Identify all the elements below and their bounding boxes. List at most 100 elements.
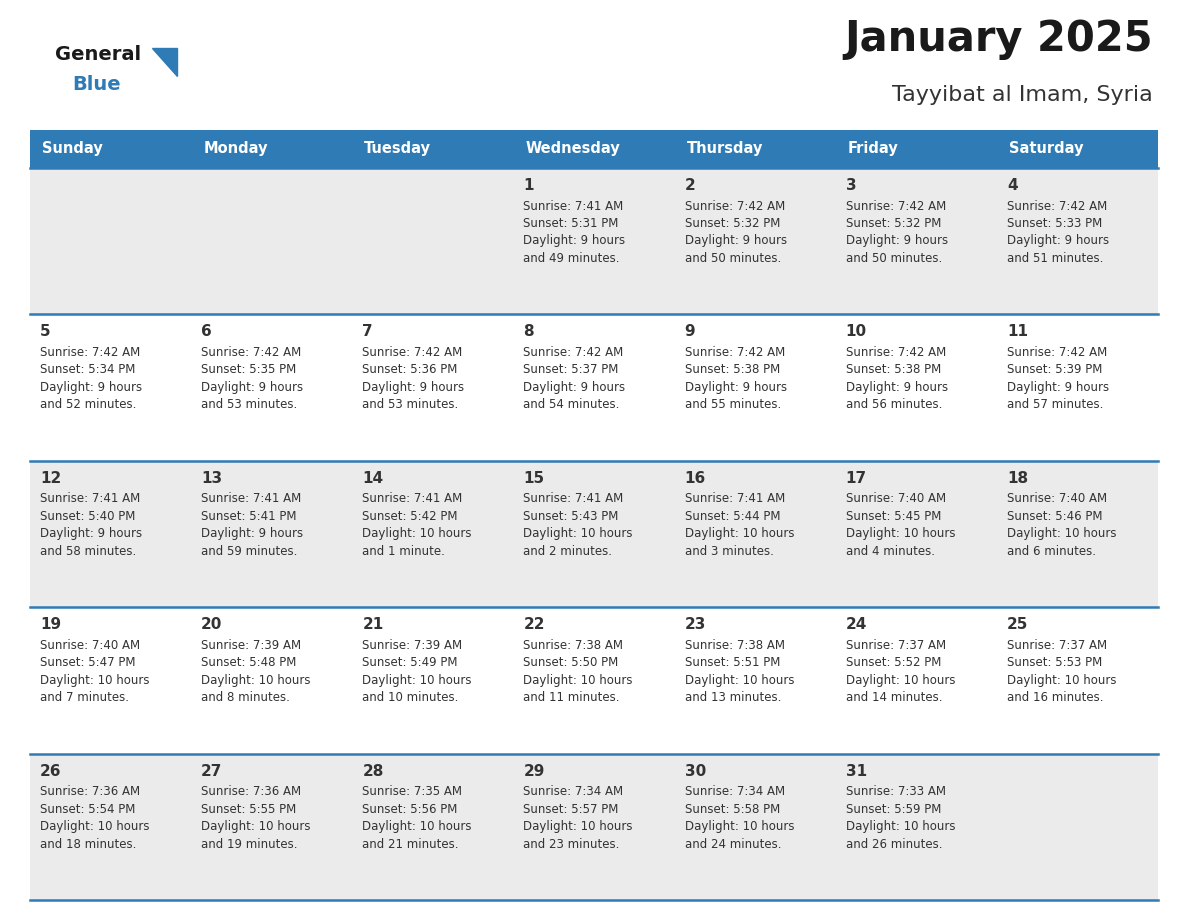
Text: and 8 minutes.: and 8 minutes.: [201, 691, 290, 704]
Text: Sunset: 5:59 PM: Sunset: 5:59 PM: [846, 802, 941, 815]
Text: Sunset: 5:38 PM: Sunset: 5:38 PM: [846, 364, 941, 376]
Text: Daylight: 10 hours: Daylight: 10 hours: [684, 674, 794, 687]
Text: and 51 minutes.: and 51 minutes.: [1007, 252, 1104, 265]
Text: Sunrise: 7:42 AM: Sunrise: 7:42 AM: [362, 346, 462, 359]
Text: Sunset: 5:45 PM: Sunset: 5:45 PM: [846, 509, 941, 522]
Text: and 50 minutes.: and 50 minutes.: [684, 252, 781, 265]
Text: Daylight: 9 hours: Daylight: 9 hours: [40, 527, 143, 541]
Text: Daylight: 9 hours: Daylight: 9 hours: [846, 381, 948, 394]
Bar: [675, 130, 835, 168]
Bar: [30, 461, 1158, 607]
Text: Sunset: 5:55 PM: Sunset: 5:55 PM: [201, 802, 296, 815]
Text: Sunrise: 7:42 AM: Sunrise: 7:42 AM: [684, 199, 785, 212]
Text: 28: 28: [362, 764, 384, 778]
Text: and 14 minutes.: and 14 minutes.: [846, 691, 942, 704]
Text: and 26 minutes.: and 26 minutes.: [846, 837, 942, 851]
Text: Daylight: 10 hours: Daylight: 10 hours: [1007, 674, 1117, 687]
Text: Daylight: 9 hours: Daylight: 9 hours: [684, 381, 786, 394]
Text: Sunset: 5:48 PM: Sunset: 5:48 PM: [201, 656, 297, 669]
Text: Daylight: 10 hours: Daylight: 10 hours: [524, 820, 633, 834]
Bar: [835, 130, 997, 168]
Text: Sunrise: 7:41 AM: Sunrise: 7:41 AM: [524, 492, 624, 505]
Text: Sunrise: 7:42 AM: Sunrise: 7:42 AM: [1007, 199, 1107, 212]
Text: Sunrise: 7:42 AM: Sunrise: 7:42 AM: [201, 346, 302, 359]
Text: 27: 27: [201, 764, 222, 778]
Text: Sunrise: 7:39 AM: Sunrise: 7:39 AM: [362, 639, 462, 652]
Text: 13: 13: [201, 471, 222, 486]
Bar: [30, 314, 1158, 461]
Text: 3: 3: [846, 178, 857, 193]
Text: Sunrise: 7:42 AM: Sunrise: 7:42 AM: [524, 346, 624, 359]
Bar: [353, 130, 513, 168]
Text: Sunrise: 7:38 AM: Sunrise: 7:38 AM: [524, 639, 624, 652]
Text: 6: 6: [201, 324, 211, 340]
Text: Daylight: 10 hours: Daylight: 10 hours: [362, 820, 472, 834]
Text: Sunrise: 7:41 AM: Sunrise: 7:41 AM: [684, 492, 785, 505]
Text: 29: 29: [524, 764, 545, 778]
Text: Sunrise: 7:33 AM: Sunrise: 7:33 AM: [846, 785, 946, 798]
Text: Sunrise: 7:42 AM: Sunrise: 7:42 AM: [846, 199, 946, 212]
Text: 11: 11: [1007, 324, 1028, 340]
Text: Sunset: 5:43 PM: Sunset: 5:43 PM: [524, 509, 619, 522]
Text: and 53 minutes.: and 53 minutes.: [201, 398, 297, 411]
Text: Friday: Friday: [848, 141, 898, 156]
Bar: [30, 130, 191, 168]
Text: Sunrise: 7:39 AM: Sunrise: 7:39 AM: [201, 639, 302, 652]
Text: Monday: Monday: [203, 141, 267, 156]
Text: Sunset: 5:50 PM: Sunset: 5:50 PM: [524, 656, 619, 669]
Text: Sunset: 5:57 PM: Sunset: 5:57 PM: [524, 802, 619, 815]
Text: Sunset: 5:36 PM: Sunset: 5:36 PM: [362, 364, 457, 376]
Text: and 55 minutes.: and 55 minutes.: [684, 398, 781, 411]
Text: Sunset: 5:32 PM: Sunset: 5:32 PM: [846, 217, 941, 230]
Text: Daylight: 9 hours: Daylight: 9 hours: [524, 234, 626, 248]
Text: 23: 23: [684, 617, 706, 633]
Text: and 21 minutes.: and 21 minutes.: [362, 837, 459, 851]
Text: Sunrise: 7:41 AM: Sunrise: 7:41 AM: [201, 492, 302, 505]
Text: Daylight: 10 hours: Daylight: 10 hours: [201, 820, 310, 834]
Text: Daylight: 10 hours: Daylight: 10 hours: [846, 527, 955, 541]
Text: Sunrise: 7:41 AM: Sunrise: 7:41 AM: [362, 492, 462, 505]
Text: Daylight: 9 hours: Daylight: 9 hours: [846, 234, 948, 248]
Text: Sunset: 5:51 PM: Sunset: 5:51 PM: [684, 656, 781, 669]
Text: 16: 16: [684, 471, 706, 486]
Text: 1: 1: [524, 178, 533, 193]
Text: Daylight: 10 hours: Daylight: 10 hours: [524, 527, 633, 541]
Text: Daylight: 9 hours: Daylight: 9 hours: [201, 381, 303, 394]
Text: 31: 31: [846, 764, 867, 778]
Text: and 24 minutes.: and 24 minutes.: [684, 837, 781, 851]
Text: and 50 minutes.: and 50 minutes.: [846, 252, 942, 265]
Text: 17: 17: [846, 471, 867, 486]
Text: Sunrise: 7:41 AM: Sunrise: 7:41 AM: [40, 492, 140, 505]
Text: Daylight: 9 hours: Daylight: 9 hours: [362, 381, 465, 394]
Text: Sunrise: 7:40 AM: Sunrise: 7:40 AM: [846, 492, 946, 505]
Bar: [30, 168, 1158, 314]
Text: and 49 minutes.: and 49 minutes.: [524, 252, 620, 265]
Text: and 13 minutes.: and 13 minutes.: [684, 691, 781, 704]
Text: Sunset: 5:56 PM: Sunset: 5:56 PM: [362, 802, 457, 815]
Text: Sunrise: 7:41 AM: Sunrise: 7:41 AM: [524, 199, 624, 212]
Text: Sunset: 5:32 PM: Sunset: 5:32 PM: [684, 217, 781, 230]
Text: and 10 minutes.: and 10 minutes.: [362, 691, 459, 704]
Text: Daylight: 9 hours: Daylight: 9 hours: [524, 381, 626, 394]
Text: and 52 minutes.: and 52 minutes.: [40, 398, 137, 411]
Text: Sunset: 5:47 PM: Sunset: 5:47 PM: [40, 656, 135, 669]
Text: Daylight: 10 hours: Daylight: 10 hours: [684, 527, 794, 541]
Text: 19: 19: [40, 617, 61, 633]
Text: Sunrise: 7:42 AM: Sunrise: 7:42 AM: [40, 346, 140, 359]
Text: 20: 20: [201, 617, 222, 633]
Text: 24: 24: [846, 617, 867, 633]
Text: Daylight: 10 hours: Daylight: 10 hours: [362, 527, 472, 541]
Text: Sunrise: 7:36 AM: Sunrise: 7:36 AM: [40, 785, 140, 798]
Text: Sunset: 5:33 PM: Sunset: 5:33 PM: [1007, 217, 1102, 230]
Text: 7: 7: [362, 324, 373, 340]
Text: Daylight: 9 hours: Daylight: 9 hours: [684, 234, 786, 248]
Text: and 7 minutes.: and 7 minutes.: [40, 691, 129, 704]
Text: Sunset: 5:34 PM: Sunset: 5:34 PM: [40, 364, 135, 376]
Text: and 57 minutes.: and 57 minutes.: [1007, 398, 1104, 411]
Text: and 58 minutes.: and 58 minutes.: [40, 544, 137, 558]
Text: Sunset: 5:31 PM: Sunset: 5:31 PM: [524, 217, 619, 230]
Text: Sunset: 5:42 PM: Sunset: 5:42 PM: [362, 509, 457, 522]
Text: Tuesday: Tuesday: [365, 141, 431, 156]
Text: January 2025: January 2025: [845, 18, 1154, 60]
Bar: [191, 130, 353, 168]
